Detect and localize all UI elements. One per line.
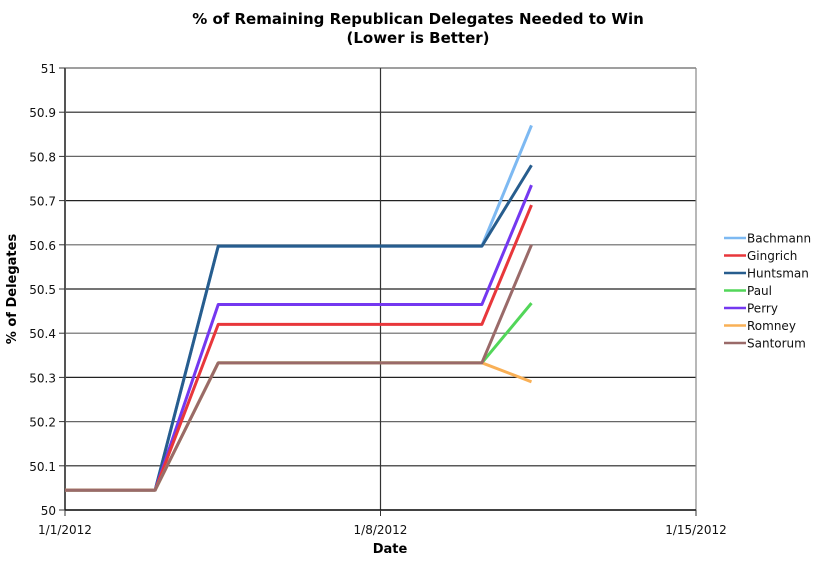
y-axis-label: % of Delegates [5, 234, 20, 345]
x-tick-label: 1/15/2012 [665, 523, 727, 537]
y-tick-label: 51 [41, 62, 56, 76]
legend-label-gingrich: Gingrich [747, 249, 797, 263]
legend-label-perry: Perry [747, 302, 778, 316]
series-line-santorum [65, 244, 533, 492]
x-axis-ticks: 1/1/2012 1/8/2012 1/15/2012 [38, 510, 727, 537]
y-tick-label: 50.5 [29, 283, 56, 297]
series-lines [65, 124, 533, 492]
series-line-huntsman [65, 164, 533, 492]
y-tick-label: 50.4 [29, 327, 56, 341]
x-axis-label: Date [373, 542, 408, 557]
series-line-romney [65, 361, 533, 492]
y-axis-ticks: 50 50.1 50.2 50.3 50.4 50.5 50.6 50.7 50.8 50.9 51 [29, 62, 65, 518]
series-line-perry [65, 184, 533, 492]
x-tick-label: 1/8/2012 [354, 523, 408, 537]
series-line-paul [65, 302, 533, 492]
y-tick-label: 50.1 [29, 460, 56, 474]
chart-subtitle: (Lower is Better) [346, 29, 489, 47]
series-line-gingrich [65, 204, 533, 492]
y-tick-label: 50 [41, 504, 56, 518]
y-tick-label: 50.7 [29, 195, 56, 209]
chart-title: % of Remaining Republican Delegates Need… [192, 10, 644, 28]
legend: Bachmann Gingrich Huntsman Paul Perry Romney S… [724, 232, 811, 351]
legend-label-huntsman: Huntsman [747, 267, 809, 281]
y-tick-label: 50.9 [29, 106, 56, 120]
y-tick-label: 50.2 [29, 416, 56, 430]
grid [64, 67, 697, 511]
legend-label-santorum: Santorum [747, 337, 806, 351]
legend-label-paul: Paul [747, 284, 772, 298]
legend-label-bachmann: Bachmann [747, 232, 811, 246]
x-tick-label: 1/1/2012 [38, 523, 92, 537]
legend-label-romney: Romney [747, 319, 796, 333]
y-tick-label: 50.8 [29, 150, 56, 164]
y-tick-label: 50.3 [29, 371, 56, 385]
series-line-bachmann [65, 124, 533, 492]
y-tick-label: 50.6 [29, 239, 56, 253]
